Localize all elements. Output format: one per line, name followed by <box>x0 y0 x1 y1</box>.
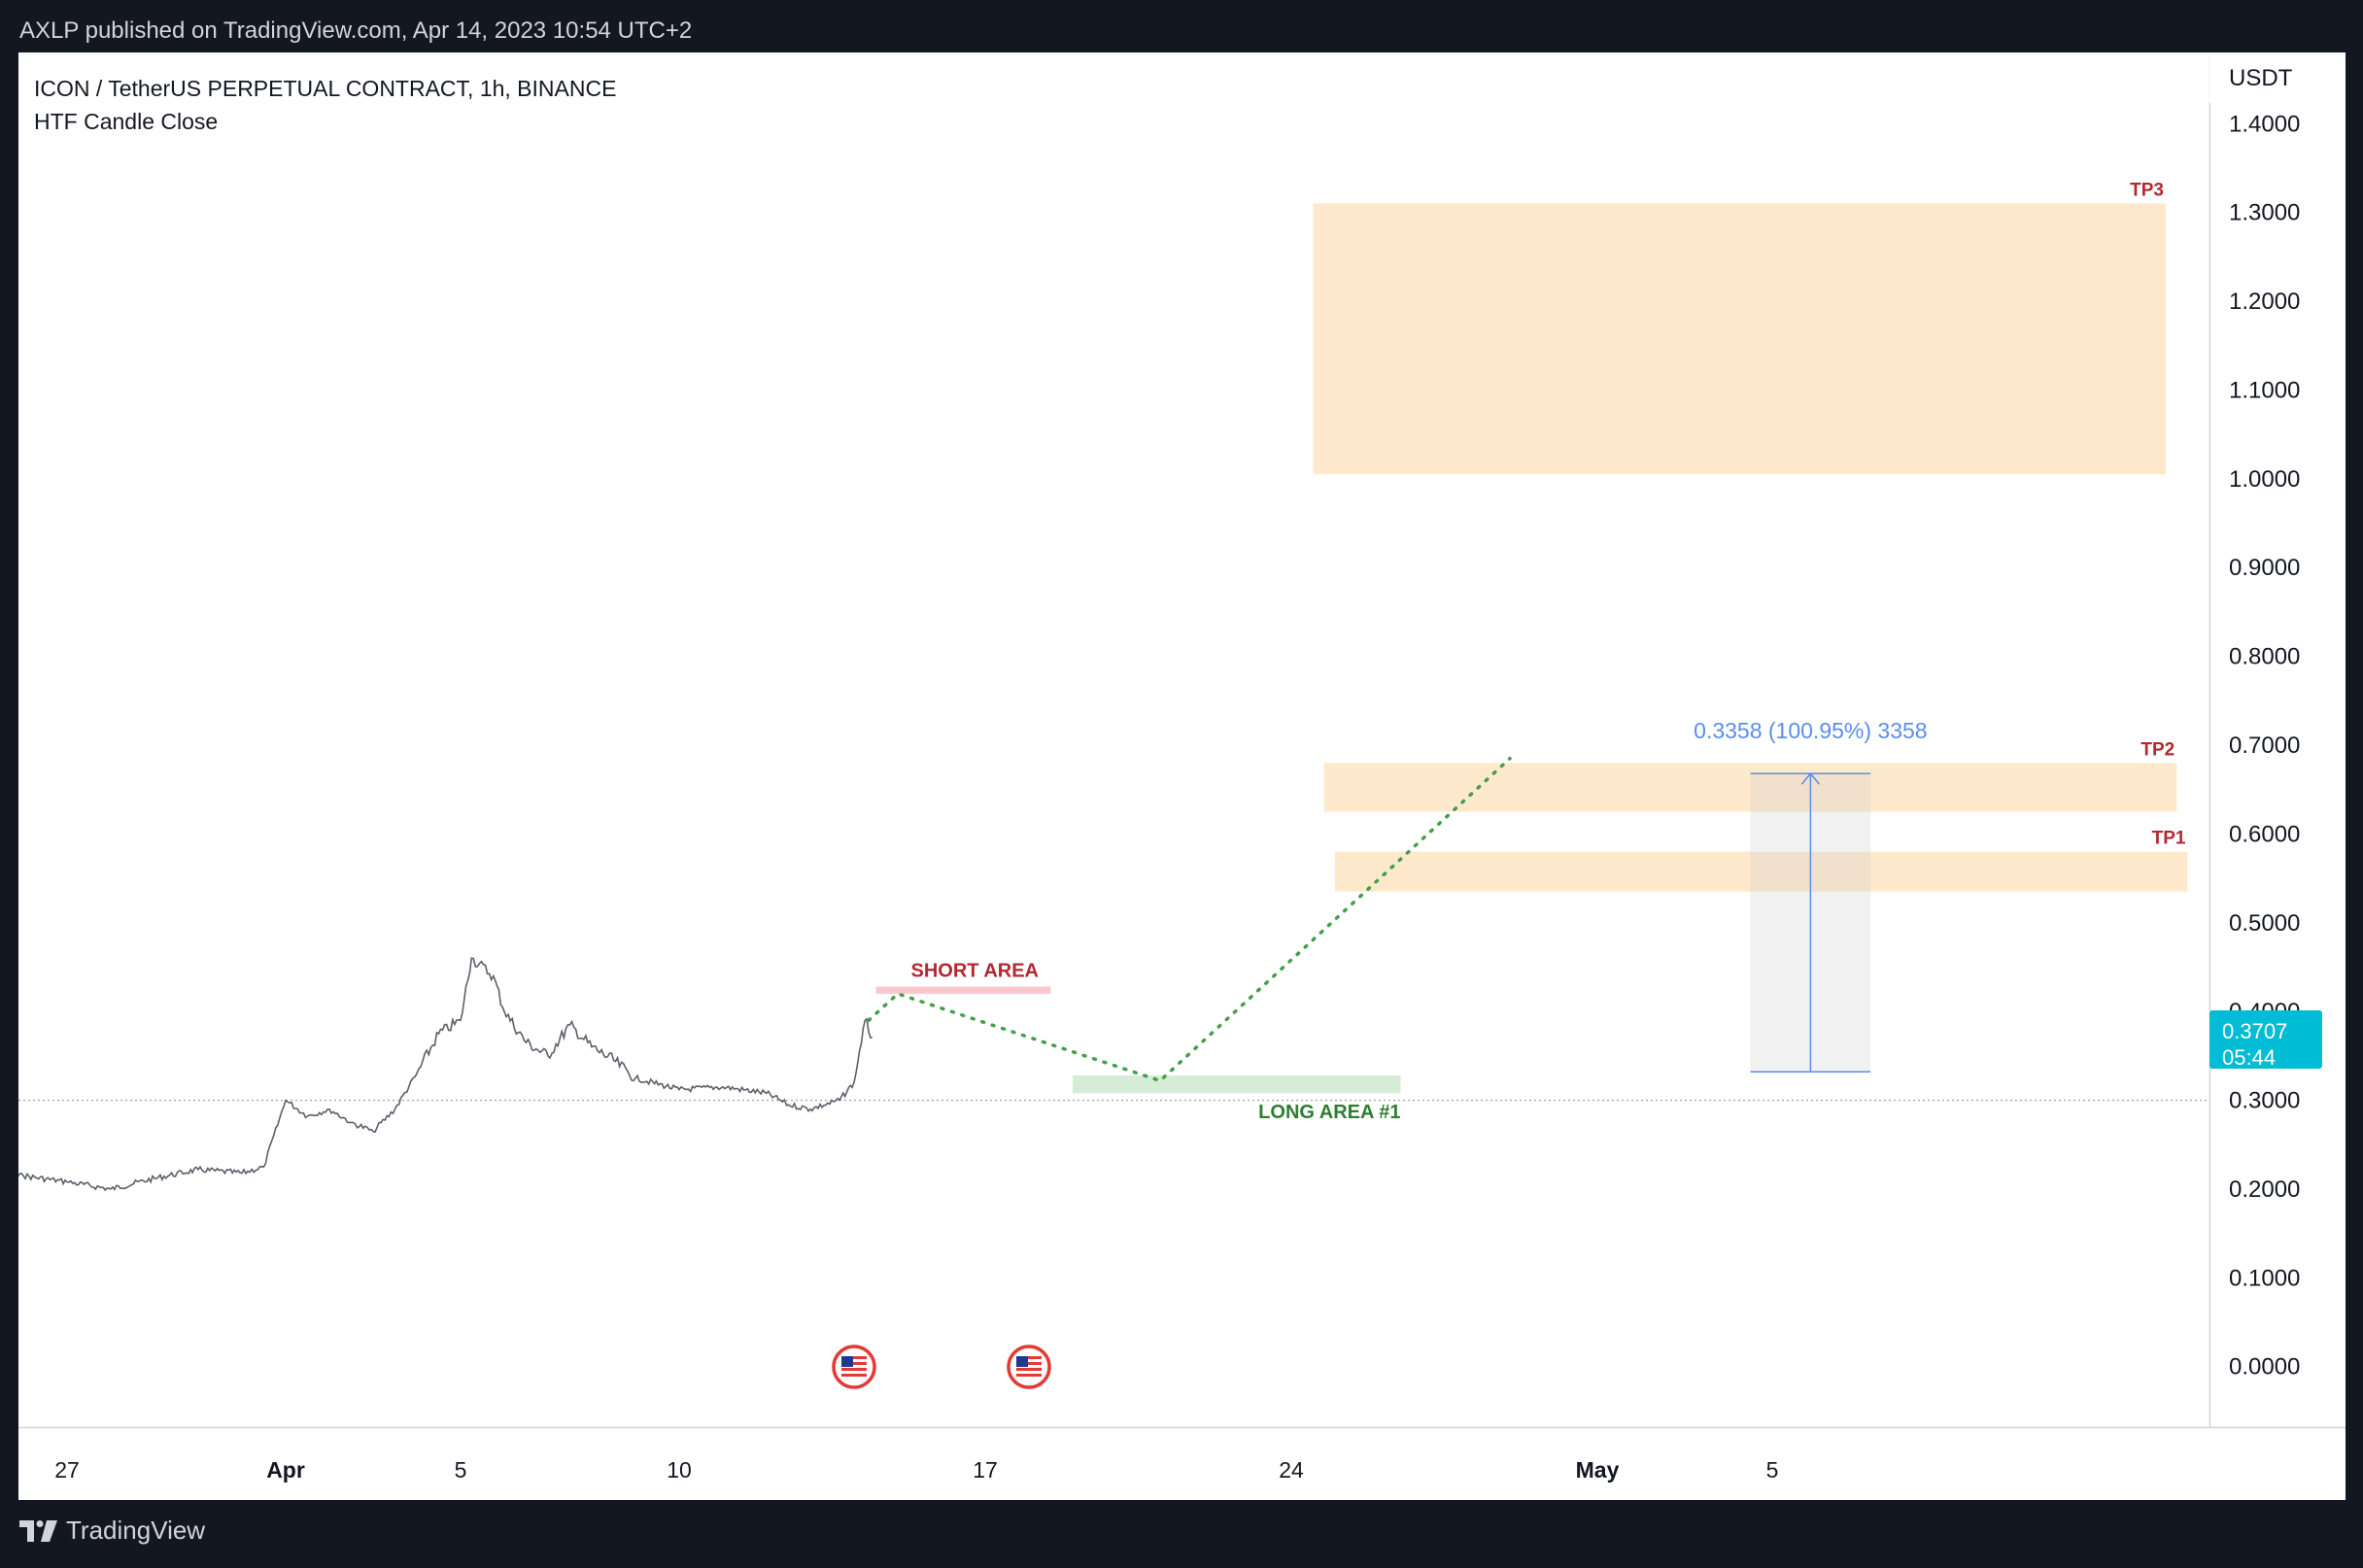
symbol-title[interactable]: ICON / TetherUS PERPETUAL CONTRACT, 1h, … <box>34 76 617 101</box>
indicator-name[interactable]: HTF Candle Close <box>34 109 219 134</box>
y-tick-label: 1.1000 <box>2229 377 2300 403</box>
chart-legend: ICON / TetherUS PERPETUAL CONTRACT, 1h, … <box>34 72 616 138</box>
price-series-line <box>18 957 873 1192</box>
us-flag-icon <box>832 1345 876 1389</box>
flag-stripe <box>1016 1362 1042 1365</box>
footer-bar <box>0 1500 2363 1568</box>
price-tag-value: 0.3707 <box>2222 1019 2287 1043</box>
us-flag-icon <box>1007 1345 1051 1389</box>
y-tick-label: 0.3000 <box>2229 1088 2300 1114</box>
y-tick-label: 1.4000 <box>2229 111 2300 137</box>
flag-canton <box>841 1356 853 1367</box>
zone-tp3 <box>1313 203 2166 475</box>
tp3-label: TP3 <box>2130 181 2164 201</box>
chart-canvas[interactable]: TP3 TP2 TP1 SHORT AREA LONG AREA #1 0.3358 (1… <box>18 52 2346 1500</box>
tp1-label: TP1 <box>2152 829 2186 849</box>
x-tick-label: 27 <box>54 1457 80 1483</box>
projection-path <box>867 756 1512 1083</box>
flag-stripe <box>1016 1368 1042 1371</box>
long-area-label: LONG AREA #1 <box>1258 1102 1400 1123</box>
published-text: AXLP published on TradingView.com, Apr 1… <box>19 17 693 44</box>
x-tick-label: 5 <box>455 1457 467 1483</box>
tradingview-logo[interactable]: TradingView <box>19 1516 205 1546</box>
tp2-label: TP2 <box>2140 739 2175 760</box>
short-area-label: SHORT AREA <box>911 961 1039 982</box>
flag-canton <box>1016 1356 1028 1367</box>
flag-stripe <box>841 1362 867 1365</box>
flag-stripe <box>1016 1374 1042 1377</box>
flag-stripe <box>1016 1356 1042 1359</box>
price-tag <box>2209 1009 2322 1069</box>
axis-unit-bg <box>2209 52 2346 103</box>
flag-stripe <box>841 1374 867 1377</box>
zone-tp2 <box>1323 763 2177 812</box>
zone-long-area-1 <box>1073 1074 1401 1094</box>
y-tick-label: 1.2000 <box>2229 289 2300 315</box>
x-tick-label: 24 <box>1279 1457 1304 1483</box>
x-tick-label: May <box>1576 1457 1620 1483</box>
x-tick-label: 10 <box>667 1457 692 1483</box>
tradingview-logo-icon <box>19 1519 57 1542</box>
y-tick-label: 0.2000 <box>2229 1176 2300 1203</box>
zone-short-area <box>875 986 1051 994</box>
x-tick-label: 5 <box>1766 1457 1779 1483</box>
x-tick-label: Apr <box>266 1457 305 1483</box>
flag-stripe <box>841 1356 867 1359</box>
x-tick-label: 17 <box>973 1457 998 1483</box>
y-tick-label: 0.1000 <box>2229 1265 2300 1291</box>
y-tick-label: 0.7000 <box>2229 733 2300 759</box>
y-tick-label: 1.3000 <box>2229 200 2300 226</box>
flag-stripe <box>841 1368 867 1371</box>
header-bar: AXLP published on TradingView.com, Apr 1… <box>0 0 2363 52</box>
y-tick-label: 0.5000 <box>2229 910 2300 937</box>
measure-label: 0.3358 (100.95%) 3358 <box>1694 718 1927 743</box>
price-tag-countdown: 05:44 <box>2222 1045 2276 1070</box>
measure-arrow-head <box>1800 772 1820 785</box>
y-tick-label: 0.6000 <box>2229 821 2300 847</box>
y-tick-label: 1.0000 <box>2229 466 2300 493</box>
y-tick-label: 0.0000 <box>2229 1354 2300 1381</box>
y-tick-label: 0.9000 <box>2229 555 2300 581</box>
axis-unit-label: USDT <box>2229 65 2293 91</box>
zone-tp1 <box>1335 851 2188 892</box>
tradingview-brand: TradingView <box>66 1516 206 1545</box>
chart-panel[interactable]: TP3 TP2 TP1 SHORT AREA LONG AREA #1 0.3358 (1… <box>18 52 2346 1500</box>
price-axis-bg <box>2209 52 2346 1500</box>
y-tick-label: 0.8000 <box>2229 644 2300 670</box>
